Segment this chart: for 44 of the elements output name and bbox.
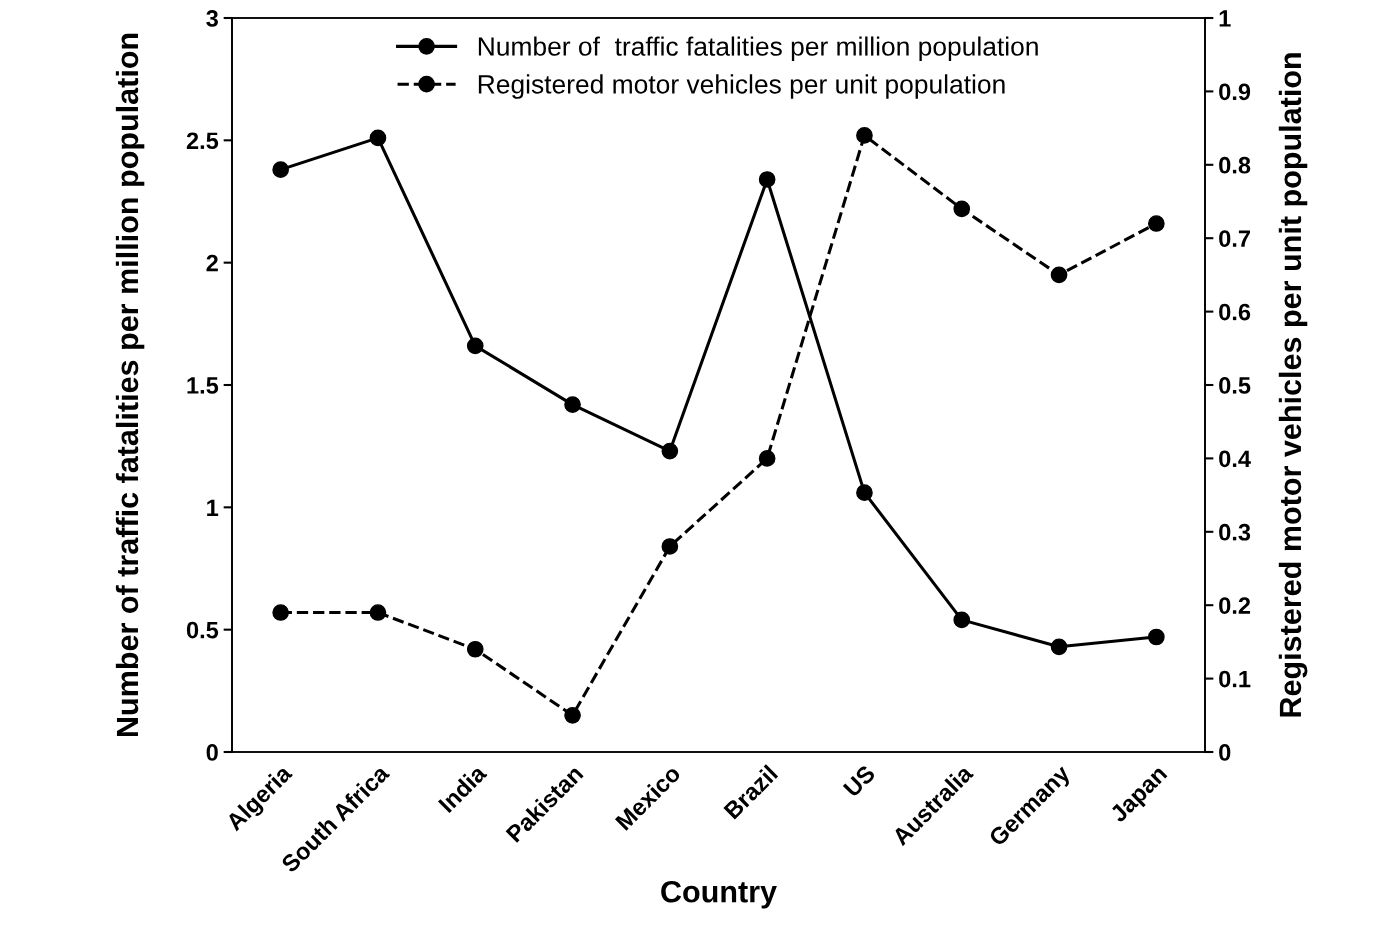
point [758,450,776,467]
point [564,706,581,724]
point [661,442,679,460]
point [466,337,484,355]
point [272,604,289,621]
legend-label: Number of traffic fatalities per million population [478,36,1038,62]
y2-tick-label: 0.4 [1219,450,1251,468]
y2-axis-title: Registered motor vehicles per unit population [1278,53,1308,717]
point [466,640,484,658]
y2-tick-label: 0.2 [1219,597,1251,614]
y2-tick-label: 0.7 [1219,230,1250,247]
point [953,611,971,629]
y2-tick-label: 0.8 [1219,156,1251,174]
y-tick-label: 1.5 [187,377,219,394]
y2-tick-label: 0.5 [1219,377,1251,394]
legend-label: Registered motor vehicles per unit population [478,74,1005,99]
point [953,200,971,218]
point [1050,638,1068,656]
y2-tick-label: 0.1 [1219,670,1251,688]
y-axis-title: Number of traffic fatalities per million population [115,33,145,737]
y2-tick-label: 1 [1219,10,1231,27]
point [1148,628,1165,646]
point [369,129,387,147]
y-tick-label: 2.5 [186,132,219,150]
point [856,127,873,144]
point [856,484,873,501]
y2-tick-label: 0.9 [1219,83,1251,101]
y2-tick-label: 0.6 [1219,303,1251,321]
y-tick-label: 2 [206,254,218,272]
point [272,161,289,179]
x-axis-title: Country [661,880,777,909]
y-tick-label: 0.5 [186,621,219,639]
y-tick-label: 0 [206,744,218,761]
y-tick-label: 3 [206,10,218,27]
y2-tick-label: 0.3 [1219,523,1251,541]
x-tick-label: US [842,764,877,798]
y-tick-label: 1 [207,499,219,516]
point [564,396,581,413]
point [1148,215,1165,232]
point [369,604,387,621]
point [661,538,679,555]
point [758,171,776,188]
y2-tick-label: 0 [1219,744,1231,761]
point [1050,266,1068,284]
